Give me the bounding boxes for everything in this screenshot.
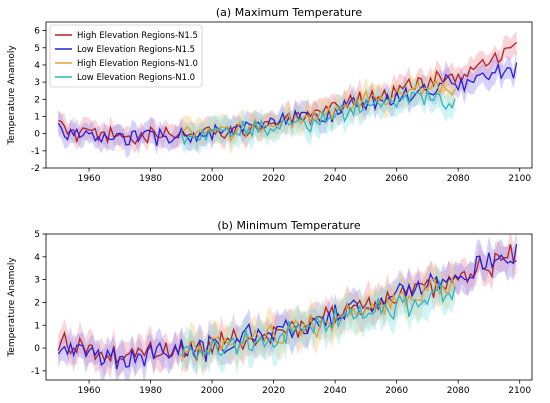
y-axis-label: Temperature Anamoly — [7, 45, 17, 146]
series-line-3 — [180, 277, 456, 363]
x-tick-label: 2020 — [262, 386, 285, 396]
plot-frame — [45, 233, 533, 381]
y-tick-label: 5 — [34, 44, 40, 54]
confidence-band-series-1 — [58, 234, 517, 379]
x-tick-label: 2020 — [262, 174, 285, 184]
y-tick-label: -1 — [31, 147, 40, 157]
legend-label-2: Low Elevation Regions-N1.5 — [77, 45, 195, 55]
panel-max-temperature: (a) Maximum Temperature Temperature Anamo… — [7, 6, 533, 184]
x-tick-label: 2040 — [324, 174, 347, 184]
plot-area — [57, 31, 518, 158]
confidence-band-series-3 — [181, 257, 456, 378]
y-tick-label: 1 — [34, 321, 40, 331]
series-line-3 — [181, 79, 456, 143]
y-axis-label: Temperature Anamoly — [7, 257, 17, 358]
chart-title: (b) Minimum Temperature — [217, 219, 360, 232]
y-tick-label: 3 — [34, 276, 40, 286]
x-tick-label: 2100 — [508, 386, 531, 396]
x-tick-label: 2060 — [385, 174, 408, 184]
legend-label-1: High Elevation Regions-N1.5 — [77, 31, 198, 41]
x-tick-label: 1980 — [139, 174, 162, 184]
confidence-band-series-2 — [58, 234, 517, 380]
x-tick-label: 2100 — [508, 174, 531, 184]
y-tick-label: 0 — [34, 344, 40, 354]
x-tick-label: 2080 — [447, 174, 470, 184]
x-tick-label: 2080 — [447, 386, 470, 396]
panel-min-temperature: (b) Minimum Temperature Temperature Anamo… — [7, 219, 533, 396]
confidence-band-series-1 — [58, 31, 517, 153]
y-tick-label: 1 — [34, 112, 40, 122]
y-tick-label: 2 — [34, 95, 40, 105]
y-tick-label: -1 — [31, 367, 40, 377]
y-tick-label: 3 — [34, 78, 40, 88]
x-tick-label: 1980 — [139, 386, 162, 396]
series-line-4 — [180, 279, 456, 361]
plot-frame — [45, 21, 533, 169]
y-tick-label: 0 — [34, 130, 40, 140]
series-line-2 — [57, 62, 518, 147]
y-tick-label: 4 — [34, 61, 40, 71]
y-tick-label: -2 — [31, 164, 40, 174]
y-tick-label: 2 — [34, 298, 40, 308]
legend-box — [49, 24, 203, 88]
legend-label-4: Low Elevation Regions-N1.0 — [77, 73, 195, 83]
plot-area — [57, 234, 518, 380]
series-line-1 — [58, 42, 518, 145]
x-tick-label: 2060 — [385, 386, 408, 396]
legend: High Elevation Regions-N1.5 Low Elevation… — [49, 24, 203, 88]
x-tick-label: 2040 — [324, 386, 347, 396]
x-tick-label: 2000 — [201, 174, 224, 184]
series-line-4 — [180, 87, 456, 146]
confidence-band-series-2 — [58, 48, 517, 158]
x-tick-label: 1960 — [78, 386, 101, 396]
legend-label-3: High Elevation Regions-N1.0 — [77, 59, 198, 69]
x-tick-label: 1960 — [78, 174, 101, 184]
y-tick-label: 4 — [34, 253, 40, 263]
chart-title: (a) Maximum Temperature — [216, 6, 362, 19]
y-tick-label: 6 — [34, 27, 40, 37]
x-tick-label: 2000 — [201, 386, 224, 396]
y-tick-label: 5 — [34, 230, 40, 240]
